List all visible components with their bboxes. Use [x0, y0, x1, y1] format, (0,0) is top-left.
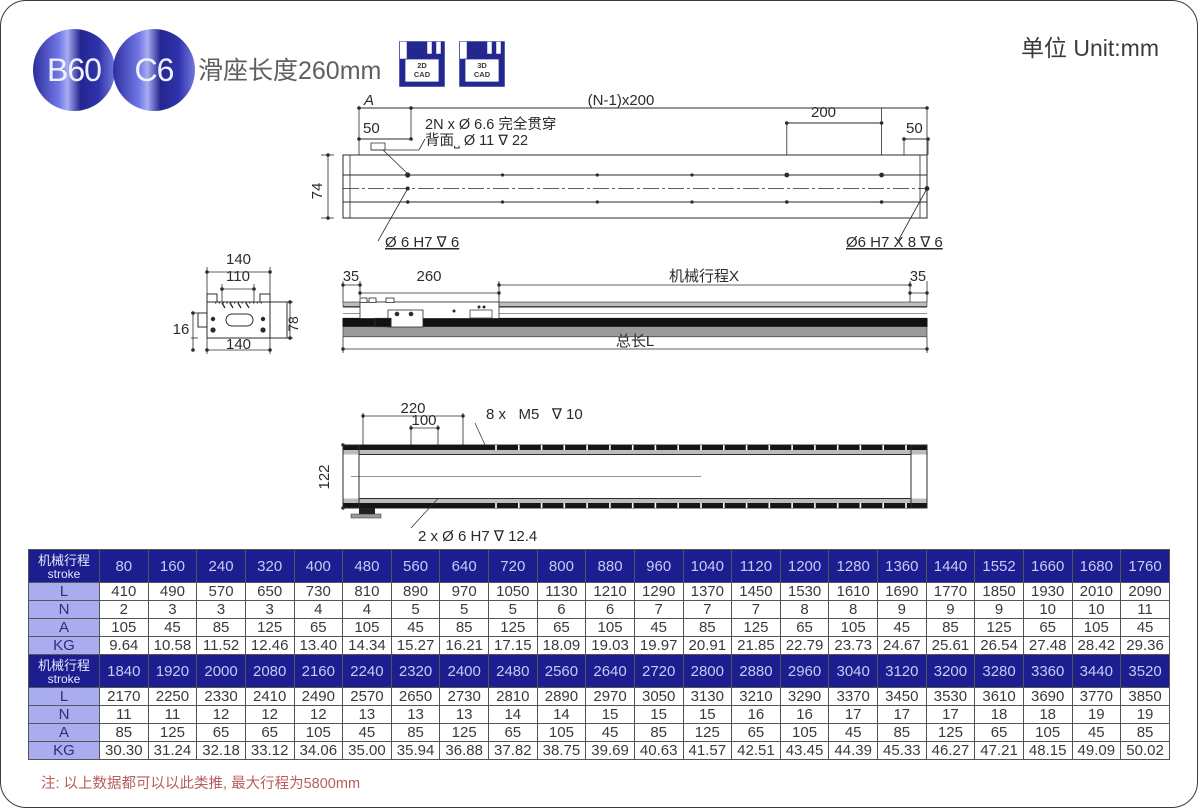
svg-text:100: 100 [411, 412, 436, 429]
svg-text:122: 122 [316, 464, 333, 489]
svg-text:8 x M5 ∇ 10: 8 x M5 ∇ 10 [486, 406, 583, 423]
svg-text:2 x Ø 6 H7 ∇ 12.4: 2 x Ø 6 H7 ∇ 12.4 [418, 528, 537, 545]
